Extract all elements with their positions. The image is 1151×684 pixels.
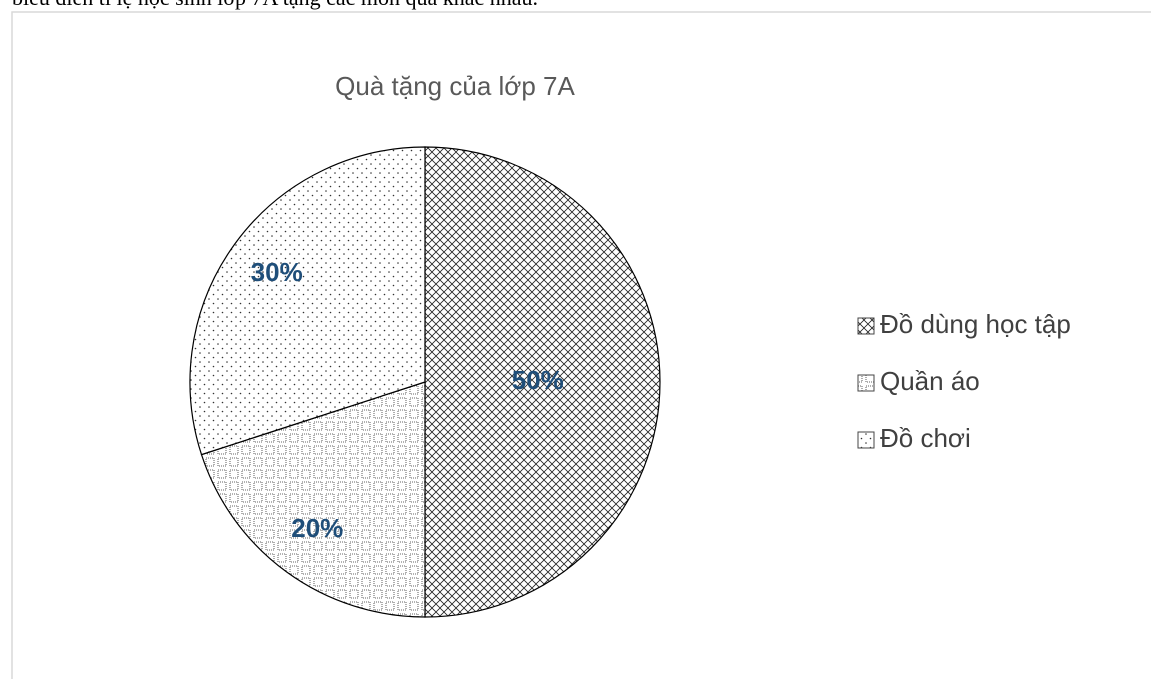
pie-slice xyxy=(189,146,426,456)
chart-frame xyxy=(11,11,1151,679)
legend-swatch xyxy=(857,317,875,335)
legend-swatch xyxy=(857,431,875,449)
pie-slice xyxy=(424,146,661,618)
legend-label: Đồ chơi xyxy=(880,423,971,453)
caption: biểu diễn tỉ lệ học sinh lớp 7A tặng các… xyxy=(12,0,538,10)
data-label: 50% xyxy=(512,365,564,395)
legend-swatch xyxy=(857,374,875,392)
legend-label: Đồ dùng học tập xyxy=(880,309,1071,339)
data-label: 20% xyxy=(291,513,343,543)
legend-label: Quần áo xyxy=(880,366,980,396)
data-label: 30% xyxy=(251,257,303,287)
pie-slice xyxy=(200,381,426,618)
chart-title: Quà tặng của lớp 7A xyxy=(335,71,575,101)
